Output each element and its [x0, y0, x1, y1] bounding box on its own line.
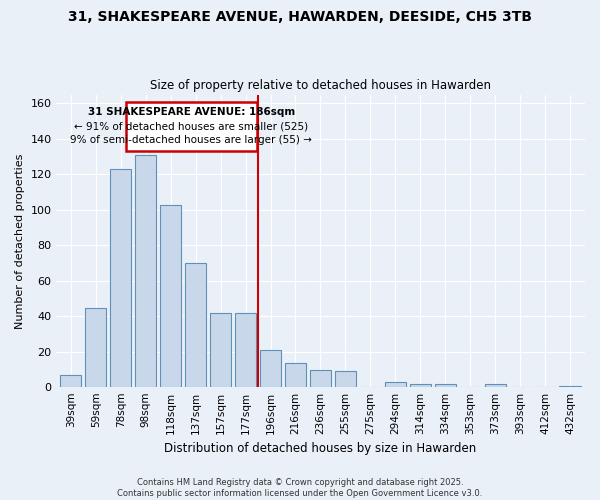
X-axis label: Distribution of detached houses by size in Hawarden: Distribution of detached houses by size … [164, 442, 476, 455]
Bar [485, 384, 506, 388]
Bar [160, 204, 181, 388]
Bar [260, 350, 281, 388]
Y-axis label: Number of detached properties: Number of detached properties [15, 154, 25, 328]
Text: 9% of semi-detached houses are larger (55) →: 9% of semi-detached houses are larger (5… [70, 136, 312, 145]
Bar [434, 384, 456, 388]
Bar [210, 313, 231, 388]
Bar [559, 386, 581, 388]
Title: Size of property relative to detached houses in Hawarden: Size of property relative to detached ho… [150, 79, 491, 92]
Bar [185, 263, 206, 388]
FancyBboxPatch shape [126, 102, 257, 152]
Text: Contains HM Land Registry data © Crown copyright and database right 2025.
Contai: Contains HM Land Registry data © Crown c… [118, 478, 482, 498]
Text: 31, SHAKESPEARE AVENUE, HAWARDEN, DEESIDE, CH5 3TB: 31, SHAKESPEARE AVENUE, HAWARDEN, DEESID… [68, 10, 532, 24]
Bar [335, 372, 356, 388]
Text: ← 91% of detached houses are smaller (525): ← 91% of detached houses are smaller (52… [74, 121, 308, 131]
Bar [135, 155, 157, 388]
Bar [285, 362, 306, 388]
Bar [235, 313, 256, 388]
Bar [60, 375, 82, 388]
Bar [85, 308, 106, 388]
Bar [310, 370, 331, 388]
Bar [385, 382, 406, 388]
Bar [110, 169, 131, 388]
Bar [410, 384, 431, 388]
Text: 31 SHAKESPEARE AVENUE: 186sqm: 31 SHAKESPEARE AVENUE: 186sqm [88, 107, 295, 117]
